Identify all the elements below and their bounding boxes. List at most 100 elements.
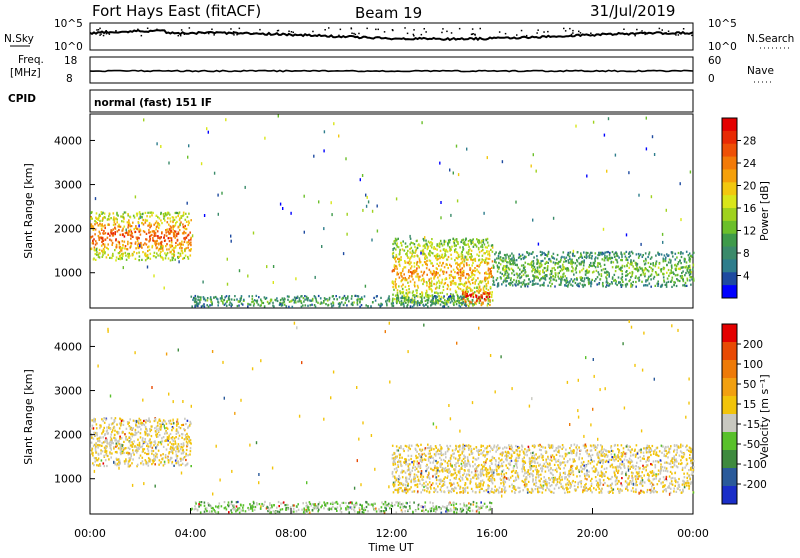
range-cell: [545, 459, 547, 461]
range-cell: [440, 298, 442, 300]
range-cell: [648, 253, 650, 255]
range-cell: [539, 464, 541, 466]
range-cell: [528, 278, 530, 280]
range-cell: [144, 252, 146, 254]
freq-line: [90, 70, 693, 71]
range-cell: [459, 246, 461, 248]
range-cell: [686, 261, 688, 263]
range-cell: [515, 264, 517, 266]
range-cell: [434, 295, 436, 297]
range-cell: [317, 302, 319, 304]
range-cell: [652, 270, 654, 272]
power-y-axis-label: Slant Range [km]: [22, 163, 35, 259]
range-cell: [467, 253, 469, 255]
noise-search-dot: [471, 34, 473, 36]
range-cell: [136, 446, 138, 448]
range-cell: [531, 270, 533, 272]
range-cell: [575, 269, 577, 271]
range-cell: [392, 243, 394, 245]
noise-search-dot: [472, 33, 474, 35]
range-cell: [487, 281, 489, 283]
range-cell: [486, 258, 488, 260]
range-cell: [185, 255, 187, 257]
range-cell: [185, 213, 187, 215]
range-cell: [419, 245, 421, 247]
range-cell: [284, 304, 286, 306]
range-cell: [117, 230, 119, 232]
range-cell: [182, 252, 184, 254]
range-cell: [506, 265, 508, 267]
range-cell: [117, 215, 119, 217]
range-cell: [646, 117, 647, 120]
range-cell: [608, 272, 610, 274]
range-cell: [119, 423, 121, 425]
range-cell: [569, 256, 571, 258]
range-cell: [622, 281, 624, 283]
range-cell: [459, 278, 461, 280]
range-cell: [321, 302, 323, 304]
noise-search-dot: [569, 28, 571, 30]
range-cell: [129, 465, 131, 467]
range-cell: [681, 266, 683, 268]
range-cell: [682, 276, 684, 278]
range-cell: [392, 248, 393, 251]
range-cell: [455, 245, 457, 247]
range-cell: [581, 269, 583, 271]
range-cell: [247, 275, 248, 278]
range-cell: [539, 270, 541, 272]
range-cell: [439, 298, 441, 300]
range-cell: [504, 254, 506, 256]
range-cell: [570, 445, 572, 447]
range-cell: [616, 259, 618, 261]
range-cell: [469, 287, 471, 289]
range-cell: [519, 269, 521, 271]
range-cell: [423, 253, 425, 255]
range-cell: [514, 274, 516, 276]
range-cell: [511, 268, 513, 270]
range-cell: [415, 276, 417, 278]
range-cell: [408, 297, 410, 299]
range-cell: [431, 290, 433, 292]
range-cell: [409, 444, 411, 446]
range-cell: [533, 153, 534, 156]
range-cell: [128, 224, 130, 226]
range-cell: [543, 476, 545, 478]
range-cell: [336, 298, 338, 300]
range-cell: [416, 263, 418, 265]
range-cell: [481, 304, 483, 306]
range-cell: [110, 217, 112, 219]
range-cell: [409, 251, 411, 253]
range-cell: [148, 417, 150, 419]
range-cell: [492, 260, 494, 262]
range-cell: [532, 465, 534, 467]
range-cell: [148, 229, 150, 231]
range-cell: [114, 218, 116, 220]
range-cell: [127, 213, 129, 215]
range-cell: [572, 465, 574, 467]
range-cell: [500, 263, 502, 265]
range-cell: [603, 448, 605, 450]
range-cell: [520, 282, 522, 284]
range-cell: [435, 299, 437, 301]
range-cell: [675, 253, 677, 255]
range-cell: [306, 296, 308, 298]
range-cell: [430, 295, 432, 297]
range-cell: [529, 473, 531, 475]
range-cell: [426, 304, 428, 306]
range-cell: [186, 221, 188, 223]
range-cell: [481, 296, 483, 298]
range-cell: [486, 273, 488, 275]
range-cell: [469, 248, 471, 250]
noise-search-dot: [441, 32, 443, 34]
range-cell: [176, 433, 178, 435]
range-cell: [461, 271, 463, 273]
range-cell: [645, 279, 647, 281]
range-cell: [176, 233, 178, 235]
range-cell: [451, 271, 453, 273]
range-cell: [159, 459, 161, 461]
range-cell: [190, 421, 192, 423]
range-cell: [169, 228, 171, 230]
range-cell: [673, 273, 675, 275]
range-cell: [170, 230, 172, 232]
range-cell: [166, 423, 168, 425]
